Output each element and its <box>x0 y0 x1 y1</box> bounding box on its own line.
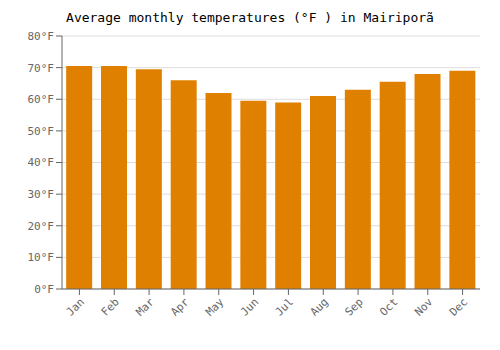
svg-text:20°F: 20°F <box>28 220 55 233</box>
svg-text:Aug: Aug <box>308 295 331 318</box>
svg-text:0°F: 0°F <box>34 283 54 296</box>
svg-text:60°F: 60°F <box>28 93 55 106</box>
svg-text:40°F: 40°F <box>28 156 55 169</box>
svg-text:May: May <box>203 295 227 319</box>
svg-text:80°F: 80°F <box>28 30 55 43</box>
svg-text:10°F: 10°F <box>28 251 55 264</box>
svg-text:Dec: Dec <box>447 295 470 318</box>
svg-text:Mar: Mar <box>133 295 157 319</box>
svg-text:Jun: Jun <box>238 295 261 318</box>
svg-text:70°F: 70°F <box>28 62 55 75</box>
svg-text:Jan: Jan <box>64 295 87 318</box>
html-text:Average monthly temperatures (: Average monthly temperatures (°F ) in Ma… <box>66 10 434 25</box>
svg-text:Apr: Apr <box>168 295 192 319</box>
svg-text:50°F: 50°F <box>28 125 55 138</box>
svg-text:Jul: Jul <box>273 295 296 318</box>
svg-text:Feb: Feb <box>99 295 122 318</box>
svg-text:Nov: Nov <box>412 295 436 319</box>
svg-text:30°F: 30°F <box>28 188 55 201</box>
svg-text:Oct: Oct <box>377 295 400 318</box>
svg-text:Sep: Sep <box>342 295 365 318</box>
